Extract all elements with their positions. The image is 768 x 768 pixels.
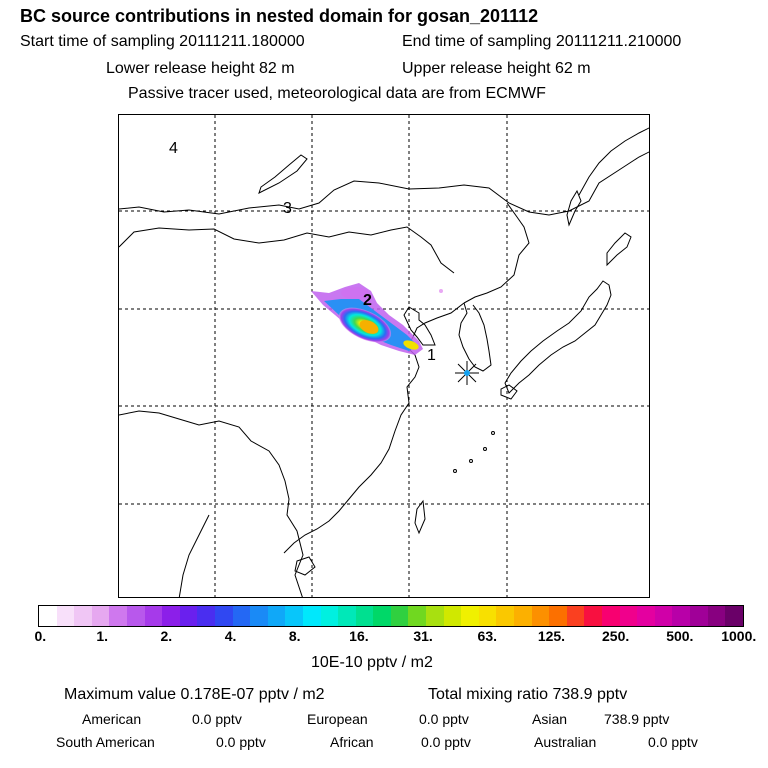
start-time-label: Start time of sampling 20111211.180000 (20, 33, 305, 50)
colorbar-tick-label: 500. (666, 628, 694, 644)
colorbar-segment (461, 606, 479, 626)
colorbar-segment (566, 606, 585, 626)
receptor-star-icon (455, 361, 479, 385)
end-time-label: End time of sampling 20111211.210000 (402, 33, 682, 50)
colorbar-segment (197, 606, 215, 626)
colorbar-segment (426, 606, 444, 626)
region-value: 0.0 pptv (419, 711, 469, 727)
colorbar-segment (584, 606, 602, 626)
colorbar-segment (355, 606, 374, 626)
region-value: 0.0 pptv (192, 711, 242, 727)
colorbar-segment (338, 606, 356, 626)
tracer-note: Passive tracer used, meteorological data… (128, 85, 546, 102)
region-name: European (307, 711, 368, 727)
colorbar-segment (267, 606, 286, 626)
colorbar-segment (250, 606, 268, 626)
region-value: 0.0 pptv (648, 734, 698, 750)
grid-lines (119, 115, 649, 597)
colorbar-segment (549, 606, 567, 626)
colorbar-segment (725, 606, 743, 626)
colorbar-segment (232, 606, 251, 626)
colorbar-segment (619, 606, 638, 626)
colorbar-segment (707, 606, 726, 626)
region-name: African (330, 734, 374, 750)
upper-release-height: Upper release height 62 m (402, 60, 591, 77)
colorbar-segment (126, 606, 145, 626)
region-name: Asian (532, 711, 568, 727)
colorbar-tick-label: 31. (413, 628, 433, 644)
region-value: 0.0 pptv (216, 734, 266, 750)
colorbar-segment (285, 606, 303, 626)
colorbar-segment (74, 606, 92, 626)
colorbar-segment (496, 606, 515, 626)
colorbar-tick-label: 8. (288, 628, 301, 644)
colorbar-segment (443, 606, 462, 626)
colorbar-segment (214, 606, 233, 626)
region-value: 0.0 pptv (421, 734, 471, 750)
colorbar-segment (514, 606, 532, 626)
colorbar-segment (179, 606, 198, 626)
colorbar-segment (39, 606, 57, 626)
coastlines (119, 127, 649, 597)
trajectory-label-3: 3 (283, 200, 292, 217)
colorbar-tick-label: 1000. (721, 628, 757, 644)
colorbar-tick-label: 0. (34, 628, 47, 644)
region-name: American (82, 711, 142, 727)
trajectory-label-4: 4 (169, 140, 178, 157)
total-mixing-ratio: Total mixing ratio 738.9 pptv (428, 686, 628, 703)
colorbar-segment (408, 606, 427, 626)
colorbar-segment (637, 606, 655, 626)
colorbar-tick-label: 2. (160, 628, 173, 644)
trajectory-label-2: 2 (363, 292, 372, 309)
colorbar-segment (531, 606, 550, 626)
colorbar-tick-label: 16. (349, 628, 369, 644)
colorbar-segment (478, 606, 497, 626)
maximum-value: Maximum value 0.178E-07 pptv / m2 (64, 686, 325, 703)
map-panel: 1 2 3 4 (118, 114, 650, 598)
colorbar-segment (144, 606, 163, 626)
colorbar (38, 605, 744, 627)
region-name: South American (56, 734, 155, 750)
colorbar-segment (602, 606, 620, 626)
colorbar-tick-label: 250. (602, 628, 630, 644)
colorbar-segment (302, 606, 321, 626)
colorbar-segment (162, 606, 180, 626)
map-canvas: 1 2 3 4 (119, 115, 649, 597)
colorbar-segment (320, 606, 339, 626)
concentration-plume (311, 283, 443, 355)
trajectory-label-1: 1 (427, 347, 436, 364)
colorbar-segment (654, 606, 673, 626)
region-name: Australian (534, 734, 597, 750)
colorbar-units: 10E-10 pptv / m2 (311, 654, 433, 671)
colorbar-segment (109, 606, 127, 626)
colorbar-tick-label: 125. (537, 628, 566, 644)
colorbar-segment (373, 606, 391, 626)
colorbar-tick-label: 1. (96, 628, 109, 644)
colorbar-segment (672, 606, 690, 626)
colorbar-segment (56, 606, 75, 626)
plot-title: BC source contributions in nested domain… (20, 6, 539, 26)
colorbar-tick-label: 63. (477, 628, 497, 644)
lower-release-height: Lower release height 82 m (106, 60, 295, 77)
colorbar-tick-labels: 0. 1. 2. 4. 8. 16. 31. 63. 125. 250. 500. 1000. (0, 628, 768, 648)
colorbar-segment (91, 606, 110, 626)
colorbar-segment (390, 606, 409, 626)
colorbar-tick-label: 4. (224, 628, 237, 644)
region-value: 738.9 pptv (604, 711, 670, 727)
colorbar-segment (689, 606, 708, 626)
